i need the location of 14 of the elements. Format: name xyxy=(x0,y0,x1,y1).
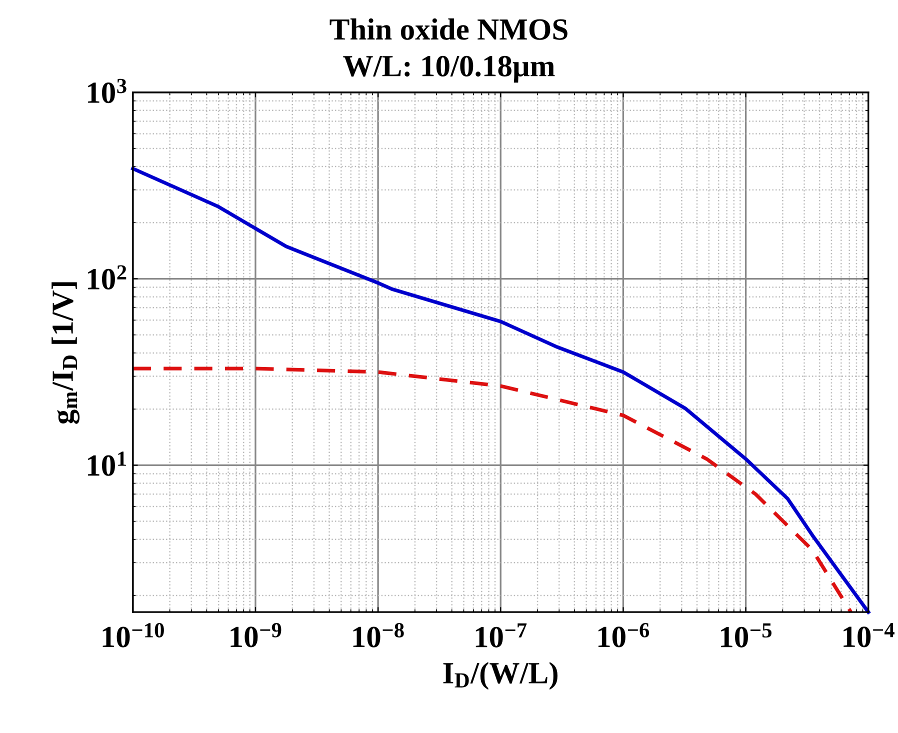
x-tick-label: 10$^{−6}$ xyxy=(598,623,650,648)
y-tick-label: 10$^{3}$ xyxy=(88,78,126,104)
x-tick-label: 10$^{−8}$ xyxy=(353,623,404,648)
chart-title: Thin oxide NMOS xyxy=(330,18,568,40)
x-tick-label: 10$^{−7}$ xyxy=(476,623,527,648)
y-axis-title: g$_{m}$/I$_{D}$ [1/V] xyxy=(52,282,80,424)
y-tick-label: 10$^{1}$ xyxy=(88,452,126,476)
chart-subtitle: W/L: 10/0.18μm xyxy=(343,56,555,83)
x-tick-label: 10$^{−10}$ xyxy=(102,623,164,648)
x-tick-label: 10$^{−9}$ xyxy=(230,623,282,648)
x-tick-label: 10$^{−4}$ xyxy=(844,623,894,648)
x-tick-label: 10$^{−5}$ xyxy=(721,623,772,648)
x-axis-title: I$_{D}$/(W/L) xyxy=(443,662,558,690)
y-tick-label: 10$^{2}$ xyxy=(88,265,126,290)
